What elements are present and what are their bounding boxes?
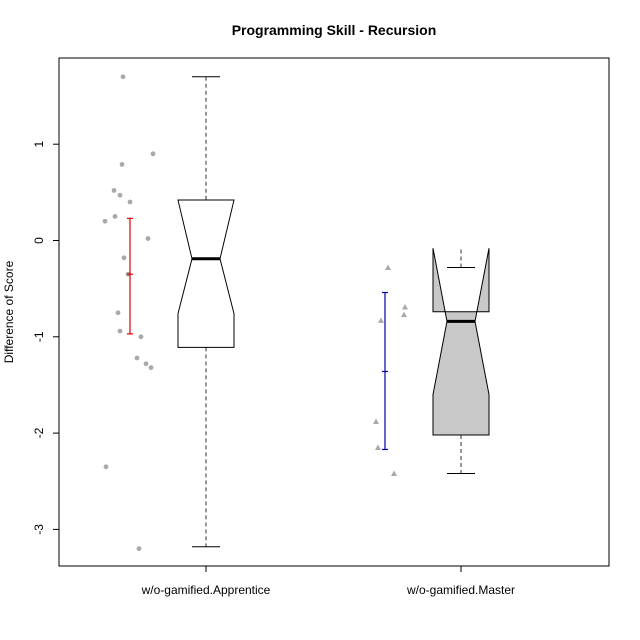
data-point <box>373 418 379 425</box>
data-point <box>127 199 133 205</box>
y-tick-label: -2 <box>32 427 46 438</box>
x-tick-label: w/o-gamified.Apprentice <box>141 583 271 597</box>
data-point <box>136 546 142 552</box>
data-point <box>375 444 381 451</box>
data-point <box>378 317 384 323</box>
data-point <box>385 264 391 270</box>
chart-title: Programming Skill - Recursion <box>232 22 437 38</box>
box-group <box>373 248 490 477</box>
y-tick-label: 0 <box>32 237 46 244</box>
data-point <box>401 311 407 318</box>
notched-box <box>432 248 490 436</box>
data-point <box>117 328 123 334</box>
data-point <box>391 470 397 477</box>
data-point <box>119 162 125 167</box>
data-point <box>134 355 140 361</box>
data-point <box>145 236 151 241</box>
data-point <box>148 365 154 371</box>
y-axis: -3 -2 -1 0 1 <box>32 141 60 535</box>
data-point <box>117 192 123 198</box>
data-point <box>102 218 108 224</box>
plot-area <box>102 74 490 552</box>
data-point <box>111 188 117 193</box>
data-point <box>121 255 127 261</box>
x-axis: w/o-gamified.Apprentice w/o-gamified.Mast… <box>141 565 515 597</box>
data-point <box>150 151 156 157</box>
y-tick-label: 1 <box>32 141 46 148</box>
data-point <box>143 361 149 367</box>
data-point <box>120 74 126 80</box>
data-point <box>138 334 144 340</box>
y-tick-label: -1 <box>32 331 46 342</box>
x-tick-label: w/o-gamified.Master <box>406 583 515 597</box>
data-point <box>402 303 408 310</box>
y-axis-label: Difference of Score <box>2 260 16 363</box>
data-point <box>115 310 121 316</box>
data-point <box>112 214 118 219</box>
y-tick-label: -3 <box>32 524 46 535</box>
data-point <box>103 464 109 470</box>
notched-box <box>177 199 235 348</box>
box-group <box>102 74 235 552</box>
